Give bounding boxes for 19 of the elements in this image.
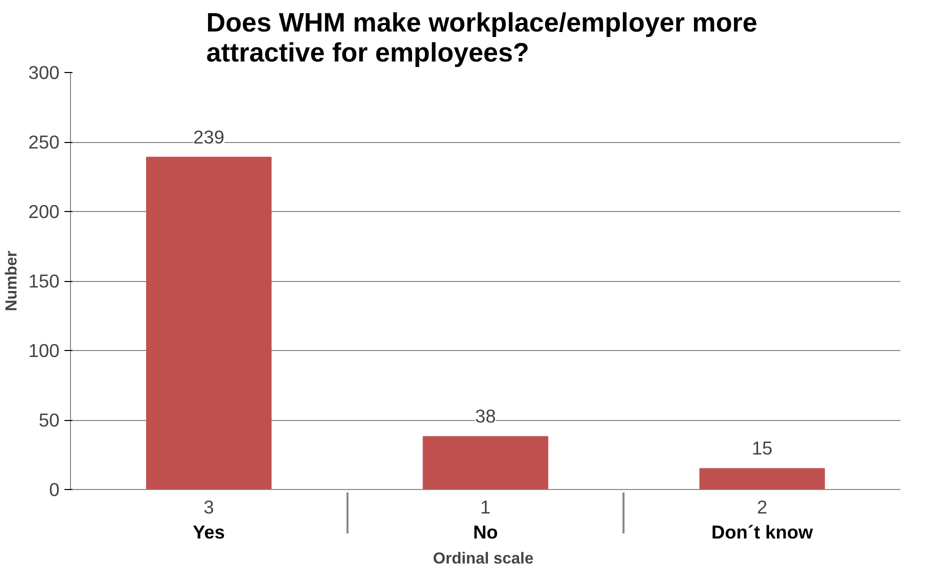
y-tick-label: 150 [28,270,60,292]
y-tick-label: 100 [28,340,60,361]
category-label: 3 Yes [192,496,225,542]
data-label: 38 [475,406,496,427]
bar [146,156,272,490]
y-tick-label: 250 [28,132,60,152]
y-axis-title: Number [3,250,20,312]
y-tick-label: 300 [28,62,60,83]
y-tick-label: 50 [38,410,60,430]
y-tick-label: 0 [49,479,60,500]
bar [699,468,825,490]
data-label: 239 [193,126,224,148]
category-label: 1 No [473,496,498,542]
y-tick-label: 200 [28,201,60,222]
chart-title: Does WHM make workplace/employer more attractive for employees? [206,8,758,68]
bar [422,436,548,490]
data-label: 15 [752,438,773,459]
x-axis-title: Ordinal scale [433,550,534,568]
category-label: 2 Don´t know [711,496,813,542]
